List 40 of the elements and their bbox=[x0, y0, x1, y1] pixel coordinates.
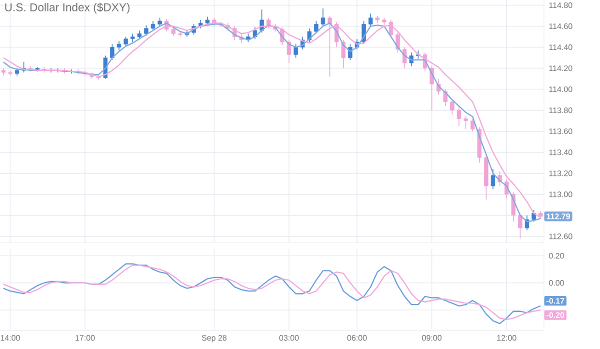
y-tick-label: 113.00 bbox=[549, 192, 572, 198]
x-tick-label: 03:00 bbox=[279, 335, 299, 341]
candlestick bbox=[294, 44, 298, 58]
text: -0.17 bbox=[546, 298, 564, 304]
candlestick bbox=[518, 212, 522, 239]
y-tick-label: 113.20 bbox=[549, 170, 572, 176]
x-tick-label: 17:00 bbox=[76, 335, 95, 341]
y-tick-label: 113.40 bbox=[549, 149, 572, 156]
x-tick-label: 06:00 bbox=[347, 335, 367, 341]
candlestick bbox=[450, 99, 454, 115]
x-tick-label: 14:00 bbox=[0, 335, 20, 341]
chart-title: U.S. Dollar Index ($DXY) bbox=[5, 2, 130, 14]
text: -0.20 bbox=[546, 312, 564, 318]
y-tick-label: 112.60 bbox=[549, 234, 572, 240]
candlestick bbox=[470, 118, 475, 132]
annotation: 112.79 bbox=[546, 214, 570, 220]
candlestick bbox=[110, 44, 114, 60]
y-tick-label: 114.00 bbox=[549, 86, 572, 92]
y-tick-label: 0.20 bbox=[549, 252, 564, 259]
candlestick bbox=[443, 88, 448, 106]
candlestick bbox=[150, 20, 156, 31]
y-tick-label: 114.60 bbox=[549, 23, 572, 30]
candlestick bbox=[116, 40, 122, 51]
x-tick-label: 09:00 bbox=[422, 335, 442, 341]
x-tick-label: 12:00 bbox=[497, 335, 516, 341]
candlestick bbox=[368, 13, 373, 27]
y-tick-label: 114.80 bbox=[549, 2, 572, 8]
candlestick bbox=[456, 106, 462, 126]
y-tick-label: 114.40 bbox=[549, 44, 572, 50]
candlestick bbox=[464, 116, 468, 130]
candlestick bbox=[124, 36, 128, 47]
candlestick bbox=[320, 8, 326, 27]
y-tick-label: 114.20 bbox=[549, 65, 572, 72]
candlestick bbox=[532, 210, 536, 222]
y-tick-label: 0.00 bbox=[549, 280, 564, 286]
y-tick-label: 113.60 bbox=[549, 128, 572, 134]
x-tick-label: Sep 28 bbox=[202, 335, 227, 342]
candlestick bbox=[490, 168, 496, 190]
candlestick bbox=[341, 40, 346, 69]
y-tick-label: 113.80 bbox=[549, 107, 572, 114]
